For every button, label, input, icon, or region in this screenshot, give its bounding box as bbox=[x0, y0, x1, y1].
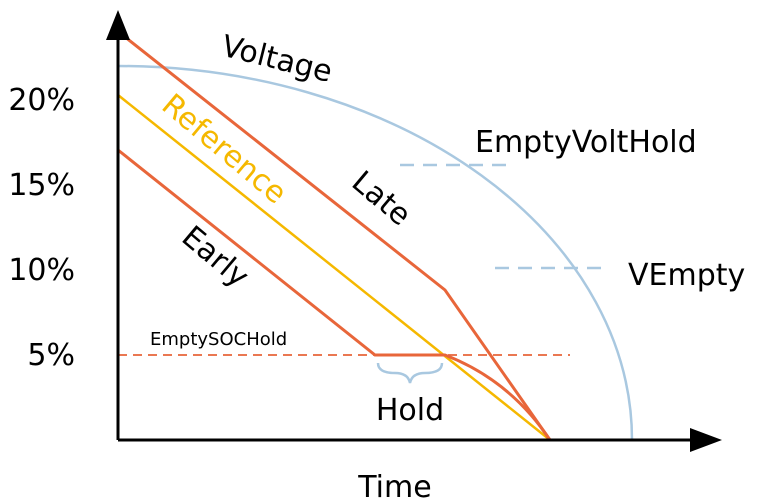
x-label: Time bbox=[357, 470, 431, 503]
hold-brace bbox=[376, 362, 444, 384]
y-label: 5% bbox=[27, 338, 75, 373]
early-label: Early bbox=[175, 219, 256, 295]
y-label: 10% bbox=[8, 253, 75, 288]
voltage-curve bbox=[117, 64, 634, 441]
y-label: 15% bbox=[8, 168, 75, 203]
reference-line bbox=[117, 94, 551, 441]
hold-label: Hold bbox=[376, 393, 444, 428]
reference-label: Reference bbox=[155, 87, 293, 211]
soc-hold-label: EmptySOCHold bbox=[150, 329, 287, 350]
vempty-label: VEmpty bbox=[628, 258, 745, 293]
x-arrow bbox=[690, 428, 722, 452]
y-label: 20% bbox=[8, 83, 75, 118]
late-label: Late bbox=[345, 164, 418, 233]
late-line bbox=[119, 31, 552, 441]
early-line bbox=[117, 148, 552, 441]
volt-hold-label: EmptyVoltHold bbox=[475, 125, 697, 160]
y-arrow bbox=[106, 10, 130, 40]
voltage-label: Voltage bbox=[218, 29, 336, 90]
